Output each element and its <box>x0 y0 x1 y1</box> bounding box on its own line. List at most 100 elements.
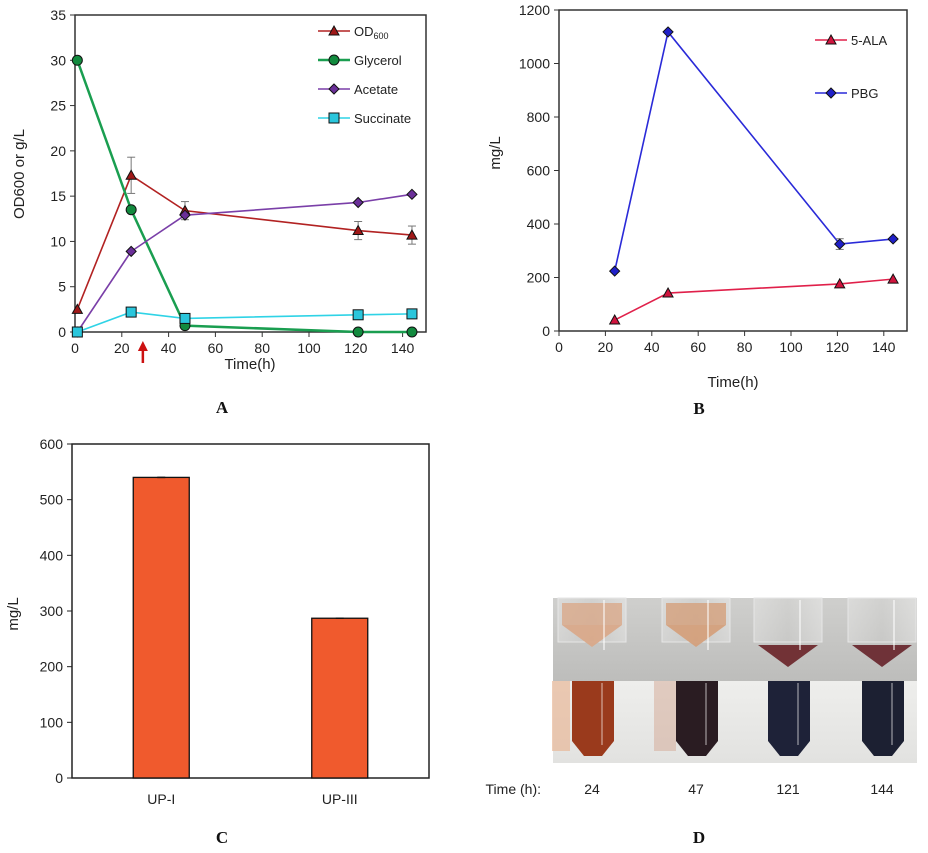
tube-pellet <box>758 645 818 667</box>
photo-time-47: 47 <box>688 781 704 797</box>
x-tick-label: 140 <box>391 340 415 356</box>
photo-time-121: 121 <box>776 781 800 797</box>
y-tick-label: 10 <box>50 233 66 249</box>
legend-label-od600: OD600 <box>354 24 389 41</box>
data-point-succinate <box>352 309 364 321</box>
chart-a: 0 20 40 60 80 100 120 140 0 5 10 15 20 25 30 35 OD600 Gl… <box>11 7 427 417</box>
y-tick-label: 15 <box>50 188 66 204</box>
y-tick-label: 500 <box>40 492 64 508</box>
chart-a-series <box>71 54 418 338</box>
legend-marker-acetate <box>328 83 340 95</box>
data-point-pbg <box>662 26 674 38</box>
series-succinate <box>71 306 418 338</box>
legend-marker-pbg <box>825 87 837 99</box>
x-tick-label: 100 <box>297 340 321 356</box>
y-tick-label: 600 <box>527 163 551 179</box>
tube-tip <box>572 741 614 756</box>
data-point-succinate <box>179 312 191 324</box>
series-glycerol <box>71 54 418 338</box>
data-point-od600 <box>352 224 364 236</box>
y-tick-label: 400 <box>527 216 551 232</box>
x-tick-label: 0 <box>71 340 79 356</box>
data-point-acetate <box>406 188 418 201</box>
tube-47 <box>654 597 731 756</box>
chart-b: 0 20 40 60 80 100 120 140020040060080010001200 … <box>487 2 908 418</box>
x-tick-label: 120 <box>344 340 368 356</box>
tube-side-glow <box>552 681 570 751</box>
chart-a-legend: OD600 Glycerol Acetate Succinate <box>318 24 411 126</box>
y-tick-label: 200 <box>527 270 551 286</box>
x-category-label: UP-III <box>322 791 358 807</box>
tube-top-glass <box>847 597 917 643</box>
series-line-od600 <box>76 174 413 310</box>
data-point-5-ala <box>662 286 674 298</box>
tube-pellet <box>562 625 622 647</box>
x-tick-label: 40 <box>644 339 660 355</box>
data-point-succinate <box>406 308 418 320</box>
data-point-glycerol <box>406 326 418 338</box>
y-tick-label: 200 <box>40 659 64 675</box>
x-category-label: UP-I <box>147 791 175 807</box>
legend-label-pbg: PBG <box>851 86 878 101</box>
data-point-5-ala <box>833 277 846 289</box>
data-point-od600 <box>71 303 84 314</box>
y-tick-label: 35 <box>50 7 66 23</box>
legend-label-5-ala: 5-ALA <box>851 33 887 48</box>
tube-liquid <box>768 681 810 741</box>
tube-121 <box>753 597 823 756</box>
chart-a-ylabel: OD600 or g/L <box>11 129 28 219</box>
panel-label-c: C <box>216 828 228 847</box>
y-tick-label: 600 <box>40 436 64 452</box>
y-tick-label: 100 <box>40 714 64 730</box>
chart-c-ylabel: mg/L <box>5 597 22 630</box>
x-tick-label: 0 <box>555 339 563 355</box>
data-point-pbg <box>834 238 846 250</box>
x-tick-label: 80 <box>737 339 753 355</box>
data-point-glycerol <box>125 204 137 216</box>
tube-liquid <box>676 681 718 741</box>
data-point-pbg <box>608 265 621 277</box>
bar-up-iii <box>311 617 369 779</box>
data-point-acetate <box>352 196 364 209</box>
panel-label-a: A <box>216 398 229 417</box>
y-tick-label: 30 <box>50 52 66 68</box>
data-point-pbg <box>887 233 899 245</box>
y-tick-label: 1200 <box>519 2 550 18</box>
chart-a-ticks: 0 20 40 60 80 100 120 140 0 5 10 15 20 25 30 35 <box>50 7 414 356</box>
photo-time-label: Time (h): <box>486 781 541 797</box>
x-tick-label: 60 <box>208 340 224 356</box>
tube-tip <box>768 741 810 756</box>
tube-24 <box>552 597 627 756</box>
chart-b-series <box>608 26 899 325</box>
photo-time-144: 144 <box>870 781 894 797</box>
x-tick-label: 20 <box>598 339 614 355</box>
series-od600 <box>71 156 418 314</box>
tube-top-glass <box>753 597 823 643</box>
legend-label-acetate: Acetate <box>354 82 398 97</box>
tube-144 <box>847 597 917 756</box>
legend-label-glycerol: Glycerol <box>354 53 402 68</box>
data-point-5-ala <box>608 314 621 325</box>
panel-label-b: B <box>693 399 704 418</box>
plot-frame <box>74 14 427 333</box>
tube-pellet <box>852 645 912 667</box>
tube-liquid <box>572 681 614 741</box>
data-point-acetate <box>179 209 191 221</box>
chart-b-ticks: 0 20 40 60 80 100 120 140 0 200 400 600 800 1000 1200 <box>519 2 896 355</box>
chart-b-legend: 5-ALA PBG <box>815 33 887 101</box>
annotation-arrow-head <box>137 341 148 351</box>
photo-time-24: 24 <box>584 781 600 797</box>
series-line-5-ala <box>614 278 894 321</box>
x-tick-label: 60 <box>690 339 706 355</box>
x-tick-label: 80 <box>254 340 270 356</box>
tube-tip <box>676 741 718 756</box>
y-tick-label: 1000 <box>519 56 550 72</box>
legend-marker-5-ala <box>825 33 837 45</box>
data-point-acetate <box>125 245 137 258</box>
chart-b-xlabel: Time(h) <box>707 374 758 391</box>
photo-tubes <box>552 597 917 756</box>
series-5-ala <box>608 273 899 325</box>
y-tick-label: 0 <box>55 770 63 786</box>
y-tick-label: 5 <box>58 279 66 295</box>
